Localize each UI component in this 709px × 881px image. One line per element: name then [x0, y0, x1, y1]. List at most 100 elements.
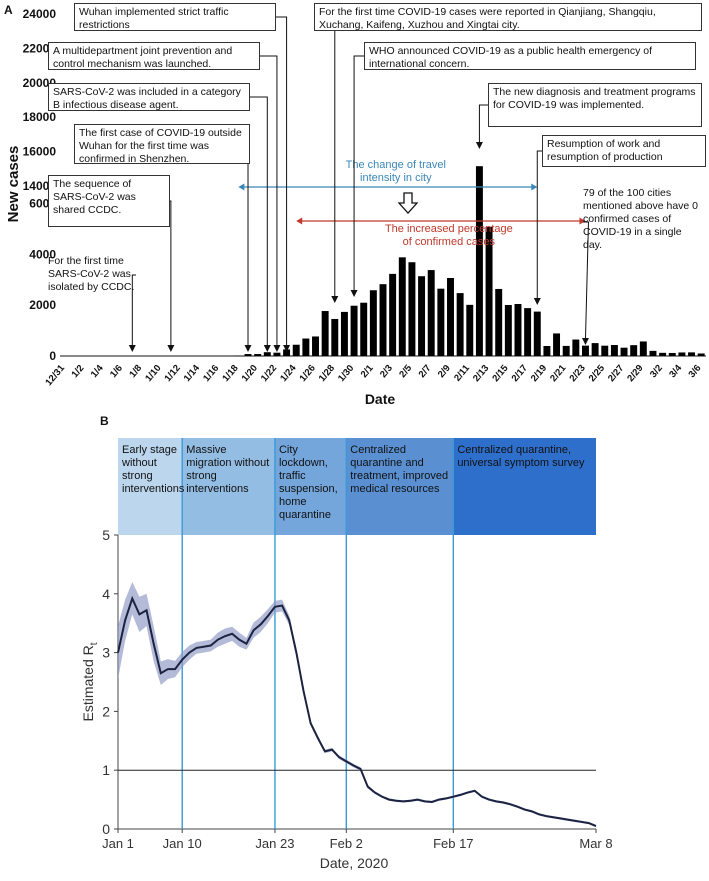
bar — [331, 318, 339, 356]
bar — [292, 344, 300, 356]
x-tick-label: 2/11 — [452, 362, 472, 383]
x-tick-label: 2/1 — [359, 362, 376, 380]
travel-band-arrowhead — [531, 183, 538, 191]
annotation-leader-line — [478, 104, 488, 143]
bar — [447, 277, 454, 356]
hollow-down-arrow-icon — [397, 192, 419, 214]
bar — [312, 336, 319, 356]
x-tick-label: 12/31 — [43, 362, 67, 388]
x-tick-label: 1/16 — [201, 363, 221, 384]
y-tick-label: 24000 — [23, 7, 57, 21]
bar — [620, 347, 628, 356]
annotation-arrowhead — [167, 345, 175, 352]
x-tick-label: Jan 1 — [102, 836, 134, 851]
annotation-arrowhead — [128, 345, 136, 352]
bar — [475, 166, 483, 356]
bar — [668, 352, 676, 356]
x-tick-label: 1/6 — [108, 363, 125, 380]
annotation-leader-line — [131, 274, 136, 346]
bar — [254, 354, 262, 356]
x-tick-label: 2/5 — [397, 362, 414, 380]
x-tick-label: 2/25 — [587, 362, 608, 384]
annotation-arrowhead — [331, 296, 339, 303]
confirmed-band-label: The increased percentage — [385, 223, 513, 235]
x-tick-label: 1/30 — [336, 363, 356, 384]
bar — [263, 352, 271, 356]
y-tick-label: 18000 — [23, 110, 57, 124]
annotation-box: Wuhan implemented strict traffic restric… — [74, 3, 276, 31]
panel-label-b: B — [100, 414, 109, 428]
bar — [514, 304, 522, 356]
annotation-leader-line — [247, 143, 250, 346]
x-tick-label: 2/15 — [490, 362, 511, 384]
x-tick-label: Feb 17 — [433, 836, 473, 851]
bar — [639, 341, 647, 356]
phase-band — [346, 438, 454, 535]
panel-b-rt-chart: 0 1 2 3 4 5 Estimated Rt Jan 1 Jan 10 Jan 23 Feb 2… — [80, 438, 613, 871]
bar — [360, 302, 368, 356]
x-tick-label: 1/22 — [259, 363, 279, 384]
annotation-arrowhead — [533, 298, 541, 305]
confirmed-band-label: of confirmed cases — [403, 236, 496, 248]
phase-label: City lockdown, traffic suspension, home … — [278, 444, 338, 521]
panel-label-a: A — [4, 3, 13, 17]
x-tick-label: 3/6 — [687, 363, 704, 380]
bar — [389, 273, 397, 356]
y-axis-title: New cases — [5, 146, 22, 223]
x-tick-label: Mar 8 — [579, 836, 612, 851]
annotation-box: Resumption of work and resumption of pro… — [542, 135, 706, 167]
annotation-arrowhead — [475, 142, 483, 149]
x-tick-label: 2/23 — [567, 363, 587, 384]
annotation-box: SARS-CoV-2 was included in a category B … — [48, 83, 250, 111]
x-tick-label: 1/14 — [182, 362, 203, 384]
annotation-leader-line — [260, 55, 278, 346]
annotation-box: For the first time COVID-19 cases were r… — [314, 3, 702, 31]
x-tick-label: Jan 23 — [255, 836, 294, 851]
x-tick-label: 1/4 — [89, 362, 106, 380]
phase-band — [182, 438, 275, 535]
bar — [601, 345, 609, 356]
bar — [524, 308, 532, 356]
phase-band — [453, 438, 596, 535]
x-tick-label: 1/12 — [163, 363, 183, 384]
bar — [369, 290, 377, 356]
y-tick-label: 22000 — [23, 41, 57, 55]
y-tick-label: 0 — [102, 821, 110, 837]
bar — [678, 352, 686, 356]
travel-band-label: The change of travel — [346, 159, 446, 171]
annotation-box: The new diagnosis and treatment programs… — [488, 83, 702, 127]
annotation-box: 79 of the 100 cities mentioned above hav… — [583, 187, 699, 251]
bar — [562, 345, 570, 356]
annotation-arrowhead — [263, 345, 271, 352]
x-tick-label: 2/3 — [378, 363, 395, 380]
x-tick-label: Jan 10 — [163, 836, 202, 851]
travel-band-arrowhead — [238, 183, 245, 191]
phase-label: Centralized quarantine, universal sympto… — [457, 444, 585, 469]
x-tick-label: 1/26 — [297, 363, 317, 384]
bar — [659, 352, 667, 356]
bar — [418, 276, 426, 356]
bar — [456, 293, 464, 356]
confirmed-band-arrowhead — [579, 217, 586, 225]
bar — [649, 350, 657, 356]
x-tick-label: 2/13 — [471, 363, 491, 384]
x-tick-label: 2/9 — [436, 363, 453, 380]
x-tick-label: 2/21 — [548, 362, 569, 384]
y-tick-label: 4000 — [29, 247, 56, 261]
bar — [283, 349, 291, 356]
confidence-band — [118, 582, 596, 828]
y-tick-label: 20000 — [23, 76, 57, 90]
bar — [379, 284, 387, 356]
bar — [610, 345, 618, 356]
y-tick-label: 2 — [102, 703, 110, 719]
bar — [630, 345, 638, 356]
x-tick-label: 1/24 — [278, 362, 299, 384]
annotation-arrowhead — [581, 338, 589, 345]
bar — [234, 355, 242, 357]
bar — [591, 343, 599, 356]
annotation-leader-line — [276, 16, 288, 346]
bar — [543, 345, 551, 356]
rt-line — [117, 595, 597, 827]
x-axis-title: Date — [365, 391, 396, 407]
